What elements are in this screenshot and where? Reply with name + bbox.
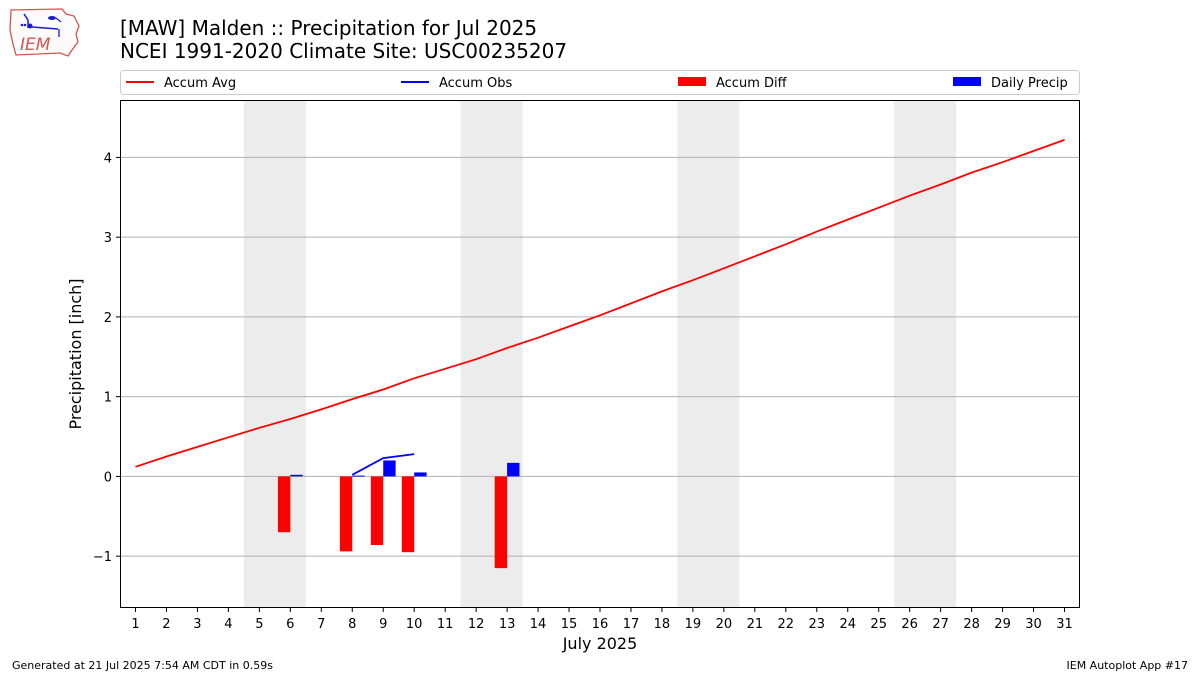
daily-precip-bar xyxy=(290,474,303,477)
daily-precip-bar xyxy=(383,460,396,477)
x-tick-label: 12 xyxy=(468,617,485,632)
daily-precip-bar xyxy=(352,475,365,477)
x-tick-label: 4 xyxy=(224,617,232,632)
legend: Accum Avg Accum Obs Accum Diff Daily Precip xyxy=(120,70,1080,95)
accum-diff-bar xyxy=(370,476,384,545)
x-tick-label: 24 xyxy=(839,617,856,632)
y-axis: 4 3 2 1 0 −1 xyxy=(93,151,120,565)
x-tick-label: 29 xyxy=(994,617,1011,632)
legend-accum-avg-label: Accum Avg xyxy=(164,76,236,91)
x-tick-label: 26 xyxy=(901,617,918,632)
y-axis-label: Precipitation [inch] xyxy=(66,278,85,429)
x-tick-label: 11 xyxy=(437,617,454,632)
daily-precip-bar xyxy=(414,472,427,477)
y-tick-label: 4 xyxy=(104,151,112,166)
logo-text: IEM xyxy=(20,35,51,55)
x-tick-label: 22 xyxy=(778,617,795,632)
x-tick-label: 8 xyxy=(348,617,356,632)
y-tick-label: 3 xyxy=(104,231,112,246)
accum-diff-bar xyxy=(339,476,353,552)
bars xyxy=(277,460,520,569)
legend-daily-precip-label: Daily Precip xyxy=(991,76,1068,91)
y-tick-label: −1 xyxy=(93,550,112,565)
x-tick-label: 6 xyxy=(286,617,294,632)
legend-accum-diff-swatch xyxy=(678,77,706,86)
x-tick-label: 1 xyxy=(131,617,139,632)
y-tick-label: 0 xyxy=(104,470,112,485)
x-tick-label: 10 xyxy=(406,617,423,632)
x-tick-label: 15 xyxy=(561,617,578,632)
footer-app: IEM Autoplot App #17 xyxy=(1066,659,1189,672)
legend-box xyxy=(120,70,1080,95)
accum-diff-bar xyxy=(401,476,415,553)
x-tick-label: 7 xyxy=(317,617,325,632)
x-tick-label: 27 xyxy=(932,617,949,632)
daily-precip-bar xyxy=(507,462,520,477)
gridlines xyxy=(120,156,1080,557)
x-tick-label: 28 xyxy=(963,617,980,632)
x-axis-label: July 2025 xyxy=(562,634,638,653)
x-tick-label: 14 xyxy=(530,617,547,632)
lines xyxy=(135,139,1065,476)
x-tick-label: 3 xyxy=(193,617,201,632)
x-tick-label: 23 xyxy=(809,617,826,632)
accum-diff-bar xyxy=(494,476,508,569)
chart-subtitle: NCEI 1991-2020 Climate Site: USC00235207 xyxy=(120,39,568,63)
x-tick-label: 18 xyxy=(654,617,671,632)
x-tick-label: 2 xyxy=(162,617,170,632)
legend-accum-diff-label: Accum Diff xyxy=(716,76,788,91)
x-tick-label: 21 xyxy=(747,617,764,632)
x-tick-label: 19 xyxy=(685,617,702,632)
weekend-band xyxy=(894,100,957,608)
plot-frame xyxy=(120,100,1080,608)
x-tick-label: 20 xyxy=(716,617,733,632)
legend-daily-precip-swatch xyxy=(953,77,981,86)
x-axis: 1 2 3 4 5 6 7 8 9 10 11 12 13 14 15 16 17 18 19 20 21 22 23 24 2… xyxy=(131,608,1073,632)
x-tick-label: 13 xyxy=(499,617,516,632)
y-tick-label: 2 xyxy=(104,311,112,326)
accum-diff-bar xyxy=(277,476,291,533)
weekend-band xyxy=(243,100,306,608)
x-tick-label: 30 xyxy=(1025,617,1042,632)
iem-logo: IEM xyxy=(8,6,82,64)
weekend-band xyxy=(677,100,740,608)
x-tick-label: 31 xyxy=(1056,617,1073,632)
x-tick-label: 16 xyxy=(592,617,609,632)
chart-title: [MAW] Malden :: Precipitation for Jul 20… xyxy=(120,16,538,40)
x-tick-label: 25 xyxy=(870,617,887,632)
y-tick-label: 1 xyxy=(104,391,112,406)
x-tick-label: 9 xyxy=(379,617,387,632)
weekend-bands xyxy=(243,100,957,608)
x-tick-label: 17 xyxy=(623,617,640,632)
x-tick-label: 5 xyxy=(255,617,263,632)
legend-accum-obs-label: Accum Obs xyxy=(439,76,512,91)
accum-obs-line xyxy=(351,453,415,476)
accum-avg-line xyxy=(135,139,1065,468)
footer-generated: Generated at 21 Jul 2025 7:54 AM CDT in … xyxy=(12,659,273,672)
